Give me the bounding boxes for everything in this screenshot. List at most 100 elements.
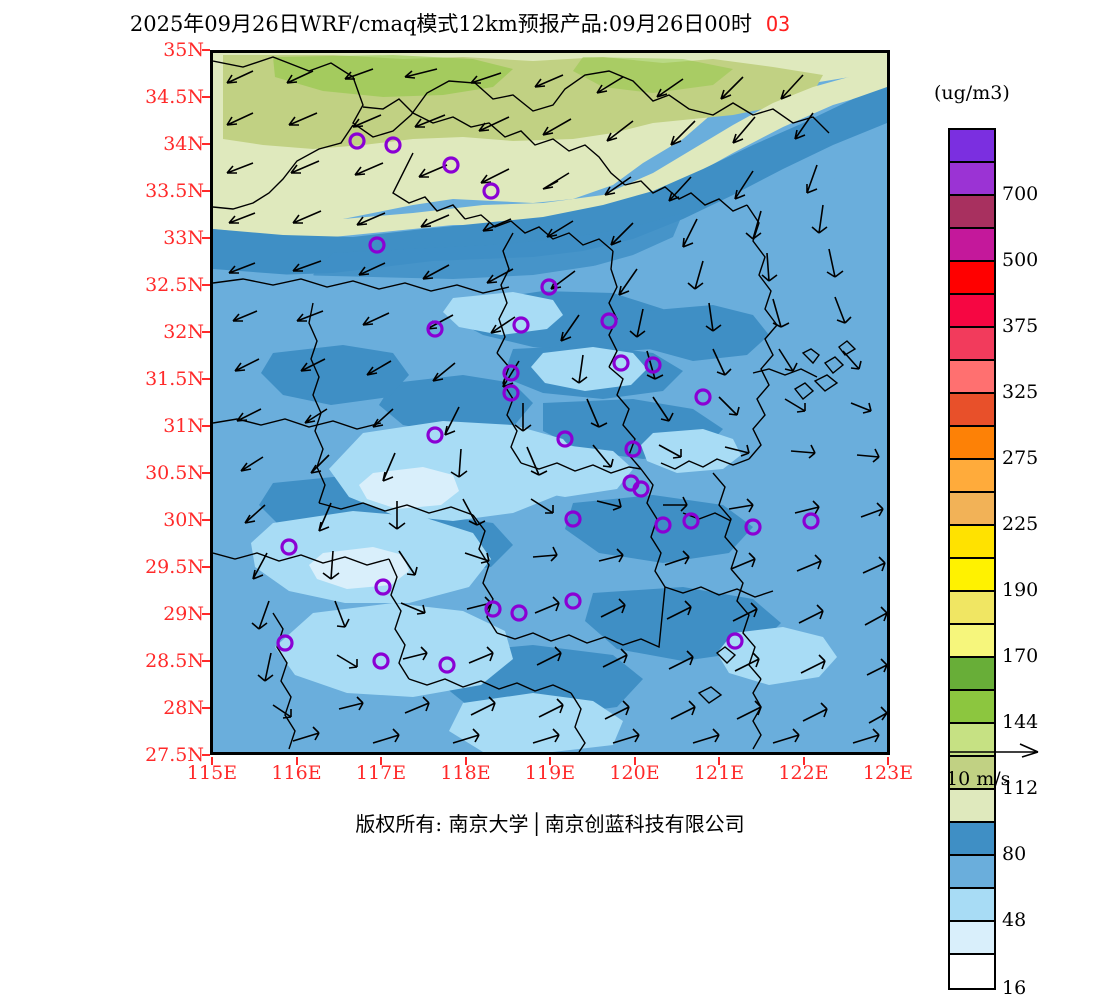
latitude-tick-label: 28.5N (145, 650, 204, 672)
latitude-tick (202, 49, 210, 51)
colorbar-swatch (950, 526, 994, 559)
colorbar-swatch (950, 856, 994, 889)
chart-title-species: O3 (766, 12, 791, 36)
colorbar-units-label: (ug/m3) (934, 82, 1010, 104)
latitude-tick (202, 237, 210, 239)
contour-core-144 (273, 55, 513, 97)
latitude-tick-label: 27.5N (145, 744, 204, 766)
latitude-tick (202, 707, 210, 709)
colorbar-tick-label: 16 (1002, 977, 1027, 999)
latitude-tick-label: 31.5N (145, 368, 204, 390)
latitude-tick-label: 30.5N (145, 462, 204, 484)
latitude-tick (202, 613, 210, 615)
longitude-tick-label: 122E (778, 762, 829, 784)
colorbar[interactable]: 700 500 375 325 275 225 190 170 144 112 80 48 16 (948, 128, 1038, 999)
contour-patch-c6 (261, 345, 409, 405)
copyright-separator: │ (530, 812, 543, 836)
latitude-tick (202, 660, 210, 662)
map-plot-area[interactable] (210, 50, 890, 755)
map-raster (213, 53, 887, 752)
latitude-tick (202, 284, 210, 286)
contour-band-dark-blue-north-2 (313, 213, 683, 289)
latitude-tick (202, 566, 210, 568)
colorbar-swatch: 500 (950, 229, 1038, 271)
colorbar-swatch: 170 (950, 625, 1038, 667)
longitude-tick (718, 757, 720, 765)
longitude-tick (802, 757, 805, 765)
wind-scale-legend: 10 m/s (946, 740, 1066, 790)
wind-vector-field (226, 68, 887, 744)
colorbar-swatch: 700 (950, 163, 1038, 205)
latitude-tick (202, 754, 210, 756)
latitude-tick-label: 33.5N (145, 180, 204, 202)
colorbar-swatch (950, 592, 994, 625)
colorbar-swatch: 144 (950, 691, 1038, 733)
longitude-tick-label: 115E (186, 762, 238, 784)
longitude-tick-label: 118E (440, 762, 491, 784)
copyright-left: 版权所有: 南京大学 (355, 812, 529, 836)
colorbar-tick-label: 112 (1002, 777, 1039, 799)
latitude-tick (202, 425, 210, 427)
station-marker-group (276, 132, 820, 674)
colorbar-tick-label: 225 (1002, 513, 1039, 535)
colorbar-tick-label: 190 (1002, 579, 1039, 601)
longitude-tick-label: 119E (524, 762, 576, 784)
latitude-tick-label: 29N (163, 603, 204, 625)
province-boundaries (213, 56, 857, 752)
right-arrow-icon (948, 743, 1039, 758)
colorbar-swatch (950, 262, 994, 295)
colorbar-tick-label: 275 (1002, 447, 1039, 469)
colorbar-tick-label: 170 (1002, 645, 1039, 667)
colorbar-tick-label: 80 (1002, 843, 1027, 865)
longitude-tick (295, 757, 298, 765)
contour-patch-c5 (633, 305, 769, 361)
colorbar-swatch (950, 790, 994, 823)
latitude-tick (202, 378, 210, 380)
latitude-tick-label: 31N (163, 415, 204, 437)
colorbar-tick-label: 144 (1002, 711, 1039, 733)
longitude-tick (887, 757, 889, 765)
colorbar-swatch (950, 196, 994, 229)
colorbar-swatch: 48 (950, 889, 1026, 931)
colorbar-tick-label: 375 (1002, 315, 1039, 337)
colorbar-swatch: 375 (950, 295, 1038, 337)
longitude-tick-label: 123E (862, 762, 914, 784)
contour-band-16-48-c (275, 603, 513, 697)
colorbar-swatch (950, 130, 994, 163)
longitude-tick-label: 116E (271, 762, 322, 784)
chart-title-main: 2025年09月26日WRF/cmaq模式12km预报产品:09月26日00时 (129, 12, 753, 36)
chart-title: 2025年09月26日WRF/cmaq模式12km预报产品:09月26日00时 O… (0, 8, 920, 38)
colorbar-swatch: 225 (950, 493, 1038, 535)
contour-band-16-48-g (443, 292, 563, 335)
colorbar-swatch: 190 (950, 559, 1038, 601)
contour-patch-c4 (379, 375, 533, 435)
latitude-tick-label: 30N (163, 509, 204, 531)
longitude-tick (380, 757, 382, 765)
latitude-tick-label: 35N (163, 39, 204, 61)
map-field-svg (213, 53, 887, 752)
latitude-tick (202, 143, 210, 145)
contour-band-edge (213, 69, 887, 237)
latitude-tick (202, 331, 210, 333)
latitude-tick (202, 190, 210, 192)
latitude-tick-label: 34.5N (145, 86, 204, 108)
colorbar-swatch: 16 (950, 955, 1026, 999)
latitude-tick (202, 472, 210, 474)
longitude-tick (549, 757, 551, 765)
colorbar-swatch (950, 922, 994, 955)
colorbar-swatch (950, 460, 994, 493)
latitude-tick (202, 519, 210, 521)
longitude-tick (211, 757, 213, 765)
contour-band-dark-blue-north (213, 87, 887, 275)
copyright-right: 南京创蓝科技有限公司 (544, 812, 745, 836)
latitude-tick-label: 32.5N (145, 274, 204, 296)
latitude-tick-label: 33N (163, 227, 204, 249)
contour-band-16-48-i (641, 429, 741, 473)
longitude-tick-label: 117E (355, 762, 407, 784)
longitude-tick-label: 121E (693, 762, 745, 784)
latitude-tick-label: 28N (163, 697, 204, 719)
colorbar-swatch (950, 394, 994, 427)
latitude-tick-label: 32N (163, 321, 204, 343)
longitude-tick (633, 757, 636, 765)
colorbar-tick-label: 500 (1002, 249, 1039, 271)
